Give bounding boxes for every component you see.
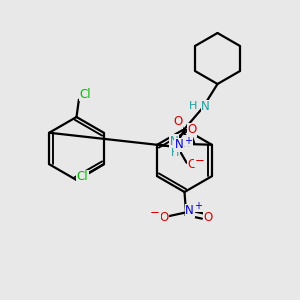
Text: O: O	[159, 211, 168, 224]
Text: O: O	[174, 116, 183, 128]
Text: O: O	[204, 211, 213, 224]
Text: N: N	[175, 138, 184, 151]
Text: +: +	[194, 201, 202, 212]
Text: N: N	[170, 135, 179, 148]
Text: N: N	[185, 204, 194, 217]
Text: −: −	[195, 154, 205, 167]
Text: H: H	[189, 101, 197, 112]
Text: −: −	[150, 206, 160, 219]
Text: Cl: Cl	[80, 88, 91, 101]
Text: O: O	[188, 158, 196, 171]
Text: N: N	[201, 100, 210, 113]
Text: +: +	[184, 136, 192, 146]
Text: H: H	[171, 148, 179, 158]
Text: Cl: Cl	[76, 170, 88, 183]
Text: O: O	[188, 123, 196, 136]
